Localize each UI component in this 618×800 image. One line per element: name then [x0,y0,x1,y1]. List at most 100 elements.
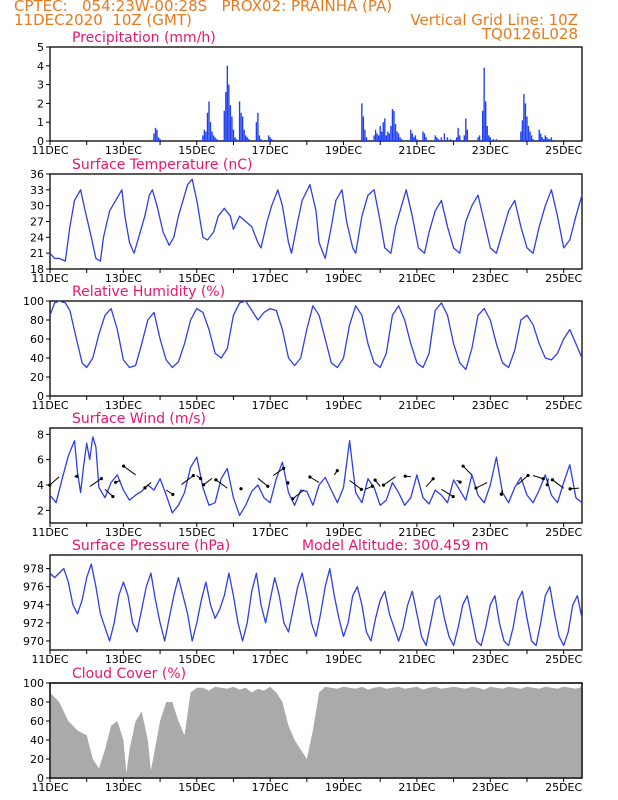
precip-bar [416,139,418,141]
wind-arrow-head [461,464,465,468]
precip-bar [521,120,524,141]
precip-bar [434,135,436,141]
precip-bar [541,137,543,141]
rh-title: Relative Humidity (%) [72,284,225,300]
precip-bar [373,135,375,141]
cloud-xtick-label: 17DEC [252,781,289,794]
precip-xtick-label: 19DEC [325,144,362,157]
precip-bar [477,137,479,141]
wind-arrow-head [474,486,478,490]
precip-bar [544,135,546,141]
precip-bar [423,133,426,141]
precip-bar [255,122,258,141]
cloud-ytick-label: 100 [23,677,44,690]
precip-bar [243,129,245,141]
cloud-xtick-label: 25DEC [545,781,582,794]
precip-bar [530,135,533,141]
precip-bar [212,135,215,141]
precip-bar [443,133,446,141]
temp-xtick-label: 25DEC [545,272,582,285]
precip-bar [238,101,241,141]
wind-arrow-head [282,466,286,470]
precip-bar [153,133,155,141]
rh-ytick-label: 0 [37,390,44,403]
wind-xtick-label: 17DEC [252,526,289,539]
precip-bar [235,139,238,141]
wind-arrow [203,477,213,486]
wind-arrow-head [122,464,126,468]
precip-bar [241,116,244,141]
wind-arrow-head [201,483,206,487]
header-run-date: 11DEC2020 10Z (GMT) [14,11,192,29]
wind-arrow-head [239,487,243,491]
wind-arrow [104,489,114,497]
precip-bar [379,125,381,141]
cloud-ytick-label: 20 [30,753,44,766]
wind-arrow-head [403,474,407,478]
wind-arrow [425,478,434,487]
wind-arrow [441,488,454,497]
precip-bar [492,139,495,141]
precip-bar [455,137,458,141]
rh-ytick-label: 80 [30,314,44,327]
pres-xtick-label: 13DEC [105,653,142,666]
wind-arrow-head [359,487,363,491]
precip-xtick-label: 23DEC [472,144,509,157]
precip-bar [478,135,481,141]
pres-xtick-label: 19DEC [325,653,362,666]
precip-ytick-label: 1 [37,116,44,129]
precip-bar [440,137,443,141]
precip-bar [399,137,401,141]
precip-bar [465,118,467,141]
wind-arrow-head [458,480,462,484]
wind-arrow [292,489,305,500]
cloud-title: Cloud Cover (%) [72,666,186,682]
cloud-xtick-label: 19DEC [325,781,362,794]
precip-bar [547,139,550,141]
wind-arrow [532,475,544,480]
precip-bar [381,131,383,141]
rh-xtick-label: 15DEC [178,399,215,412]
precip-bar [396,131,398,141]
wind-arrow-head [373,478,377,482]
temp-xtick-label: 19DEC [325,272,362,285]
cloud-xtick-label: 13DEC [105,781,142,794]
wind-arrow-head [499,492,503,496]
precip-bar [524,103,527,141]
wind-arrow-head [568,487,572,491]
wind-arrow [309,476,320,483]
precip-bar [232,129,235,141]
precip-bar [223,110,225,141]
wind-arrow [383,476,396,486]
temp-xtick-label: 13DEC [105,272,142,285]
precip-bar [382,122,384,141]
precip-bar [483,67,485,141]
pres-xtick-label: 11DEC [31,653,68,666]
wind-arrow-head [199,477,203,481]
wind-arrow-head [291,497,295,501]
temp-xtick-label: 15DEC [178,272,215,285]
precip-bar [209,122,212,141]
precip-bar [449,139,452,141]
precip-ytick-label: 0 [37,135,44,148]
precip-bar [364,129,366,141]
rh-ytick-label: 20 [30,371,44,384]
rh-ytick-label: 100 [23,295,44,308]
rh-xtick-label: 21DEC [398,399,435,412]
precip-bar [543,139,545,141]
precip-bar [526,116,528,141]
wind-arrow [215,479,228,489]
precip-bar [538,129,540,141]
wind-arrow-head [114,480,118,484]
wind-arrow-head [111,494,115,499]
wind-arrow-head [545,483,549,487]
precip-bar [260,139,262,141]
pres-xtick-label: 23DEC [472,653,509,666]
wind-xtick-label: 15DEC [178,526,215,539]
precip-bar [244,135,247,141]
precip-bar [211,131,213,141]
temp-ytick-label: 36 [30,168,44,181]
pres-xtick-label: 17DEC [252,653,289,666]
precip-bar [488,135,490,141]
wind-xtick-label: 19DEC [325,526,362,539]
